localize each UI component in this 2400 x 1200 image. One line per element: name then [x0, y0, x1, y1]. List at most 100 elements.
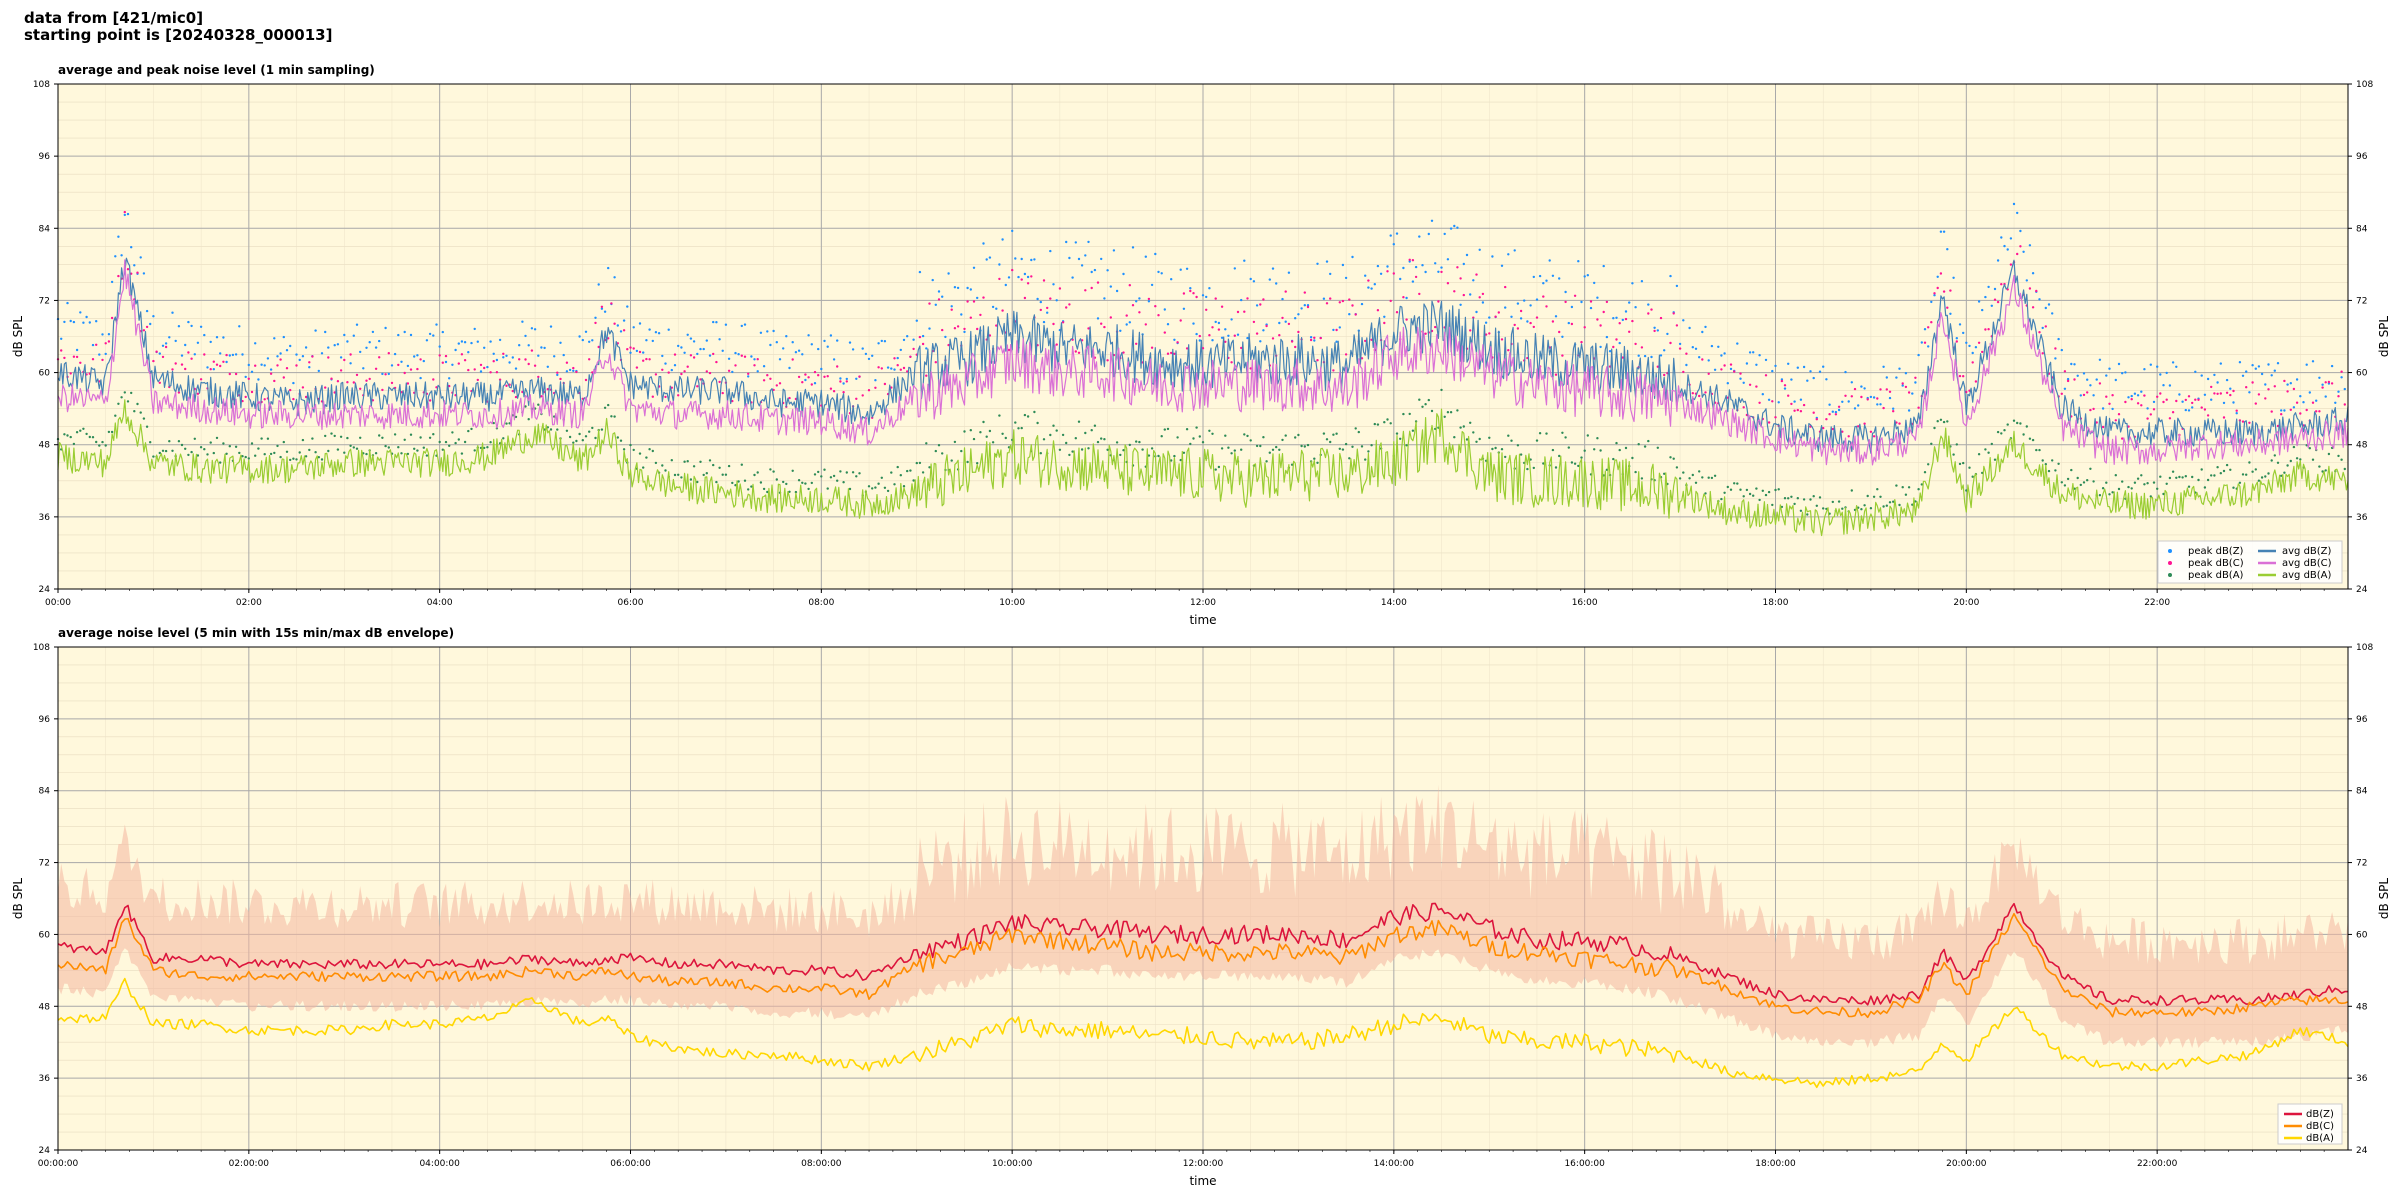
peak-point: [953, 286, 957, 289]
peak-point: [161, 344, 165, 347]
peak-point: [1876, 403, 1879, 406]
peak-point: [1481, 292, 1485, 296]
peak-point: [1669, 456, 1672, 459]
peak-point: [1071, 276, 1074, 279]
peak-point: [1933, 294, 1936, 297]
y-tick-label: 48: [39, 1002, 51, 1012]
peak-point: [1055, 429, 1058, 432]
peak-point: [584, 378, 588, 382]
peak-point: [1580, 456, 1583, 459]
peak-point: [1596, 318, 1599, 321]
peak-point: [651, 339, 654, 343]
peak-point: [645, 339, 648, 342]
peak-point: [1351, 304, 1354, 307]
peak-point: [451, 363, 454, 366]
peak-point: [416, 354, 419, 357]
peak-point: [2324, 469, 2327, 472]
peak-point: [273, 379, 276, 383]
peak-point: [2213, 474, 2216, 477]
peak-point: [769, 468, 772, 471]
peak-point: [2251, 470, 2254, 473]
peak-point: [1306, 305, 1310, 309]
peak-point: [187, 351, 190, 354]
peak-point: [2197, 478, 2200, 482]
peak-point: [2016, 252, 2019, 256]
peak-point: [1962, 331, 1965, 335]
x-tick-label: 14:00:00: [1374, 1159, 1415, 1169]
peak-point: [1484, 321, 1488, 324]
peak-point: [972, 437, 976, 441]
peak-point: [1507, 253, 1510, 256]
peak-point: [247, 377, 250, 380]
peak-point: [381, 436, 384, 439]
peak-point: [1742, 495, 1745, 498]
peak-point: [1885, 376, 1889, 379]
starting-point-line: starting point is [20240328_000013]: [24, 26, 333, 44]
series-avg-db-a-: [57, 399, 2349, 537]
peak-point: [279, 455, 282, 459]
peak-point: [1122, 272, 1125, 276]
peak-point: [1628, 301, 1631, 304]
peak-point: [2092, 407, 2095, 411]
peak-point: [1631, 456, 1634, 460]
peak-point: [1179, 319, 1182, 322]
y-tick-label: 36: [39, 1074, 51, 1084]
peak-point: [740, 354, 743, 357]
peak-point: [120, 254, 123, 257]
peak-point: [934, 361, 937, 364]
peak-point: [588, 358, 591, 361]
peak-point: [1230, 452, 1233, 455]
peak-point: [2054, 347, 2057, 350]
peak-point: [915, 461, 918, 465]
peak-point: [1701, 476, 1704, 479]
peak-point: [1500, 448, 1504, 451]
peak-point: [514, 395, 518, 399]
peak-point: [867, 389, 871, 392]
peak-point: [1170, 351, 1173, 355]
peak-point: [925, 374, 928, 377]
peak-point: [537, 354, 540, 357]
peak-point: [2006, 423, 2009, 426]
peak-point: [1923, 341, 1927, 344]
y-tick-label-right: 84: [2356, 787, 2368, 797]
peak-point: [1084, 289, 1087, 292]
peak-point: [1360, 445, 1364, 448]
peak-point: [1911, 392, 1914, 395]
peak-point: [196, 392, 200, 395]
peak-point: [995, 307, 998, 310]
peak-point: [972, 300, 976, 303]
peak-point: [2111, 407, 2114, 411]
peak-point: [1742, 381, 1745, 384]
y-tick-label-right: 36: [2356, 513, 2368, 523]
peak-point: [788, 366, 791, 370]
peak-point: [1535, 439, 1539, 442]
peak-point: [1796, 408, 1800, 412]
peak-point: [149, 441, 152, 444]
peak-point: [1437, 270, 1440, 273]
peak-point: [1879, 388, 1882, 391]
peak-point: [756, 370, 759, 373]
peak-point: [1946, 306, 1949, 309]
peak-point: [2095, 378, 2098, 381]
peak-point: [483, 346, 486, 349]
peak-point: [2184, 408, 2187, 412]
peak-point: [438, 440, 441, 444]
peak-point: [1589, 300, 1593, 303]
peak-point: [2086, 391, 2089, 394]
peak-point: [2222, 416, 2226, 419]
peak-point: [527, 344, 530, 347]
peak-point: [2000, 236, 2003, 239]
peak-point: [1841, 400, 1844, 403]
peak-point: [1329, 440, 1332, 444]
peak-point: [1688, 477, 1691, 480]
peak-point: [1351, 255, 1354, 259]
peak-point: [1182, 292, 1186, 295]
series-avg-db-c-: [57, 259, 2349, 466]
peak-point: [572, 366, 575, 370]
peak-point: [1348, 457, 1351, 460]
peak-point: [1192, 437, 1195, 440]
peak-point: [177, 391, 181, 394]
peak-point: [1793, 502, 1796, 506]
peak-point: [1278, 334, 1281, 337]
peak-point: [772, 470, 775, 473]
